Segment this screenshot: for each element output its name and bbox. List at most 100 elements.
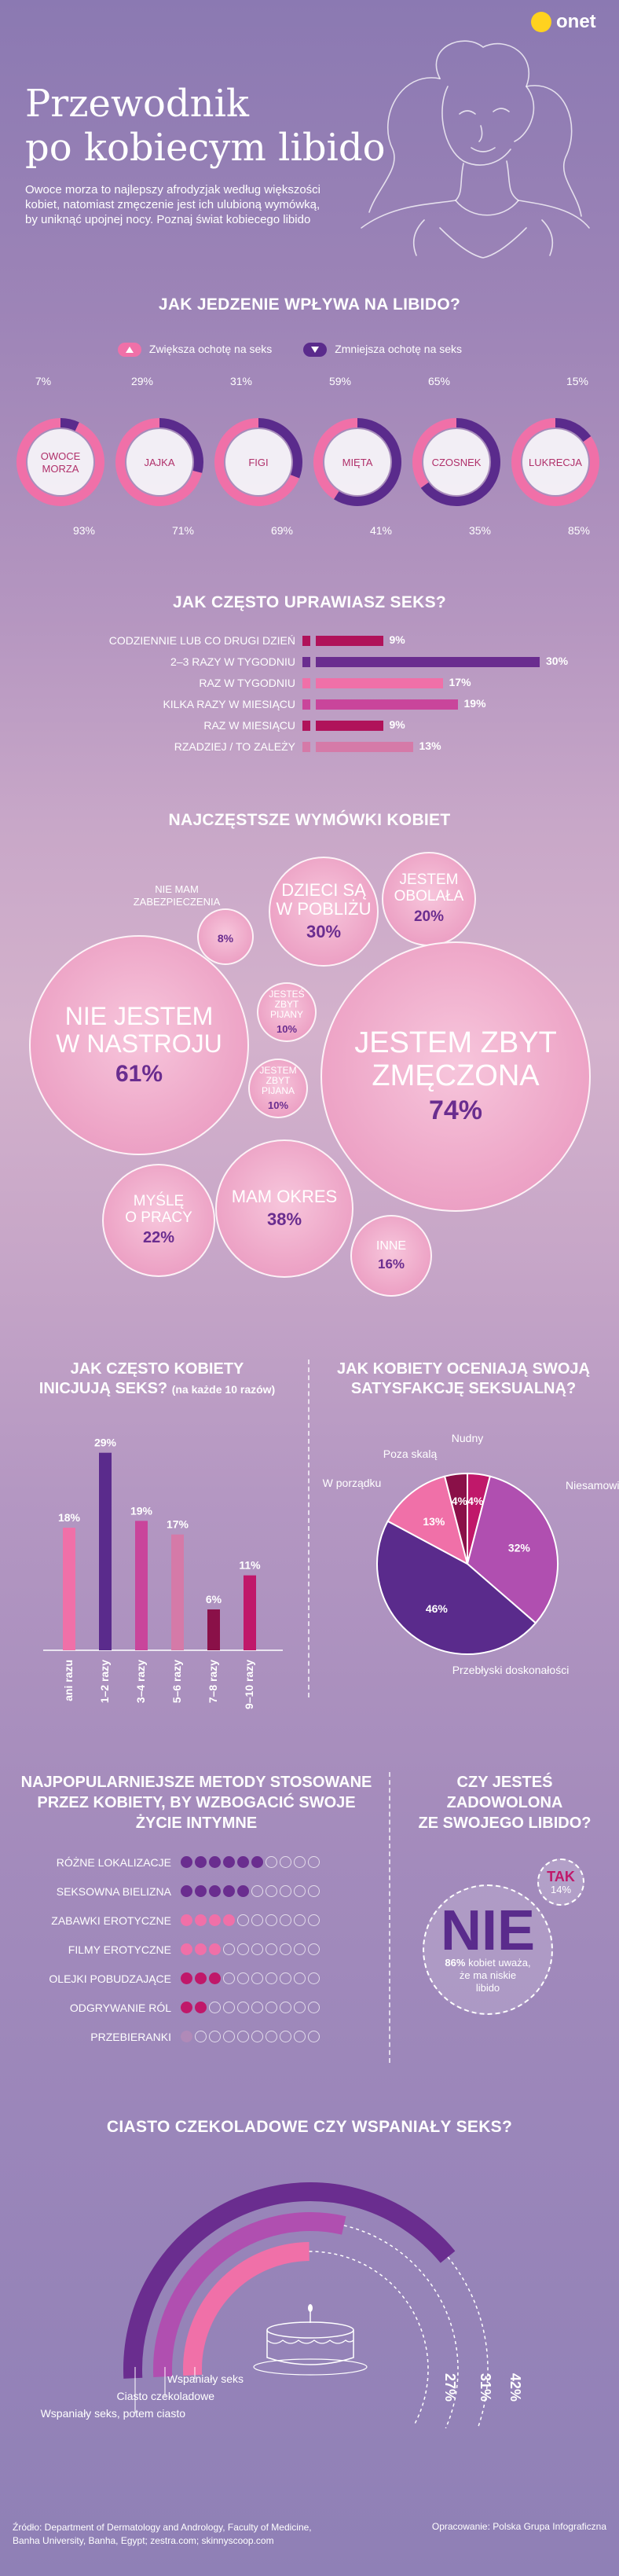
food-ring-increase-arc — [313, 418, 358, 500]
frequency-row: RAZ W TYGODNIU 17% — [0, 675, 619, 692]
food-ring-decrease-arc — [159, 418, 203, 473]
method-row: ZABAWKI EROTYCZNE — [0, 1913, 385, 1928]
excuse-label-line: ZBYT — [274, 998, 299, 1010]
initiate-bar — [244, 1575, 256, 1650]
excuses-bubbles: 8% NIE MAM ZABEZPIECZENIA DZIECI SĄ W POBLIŻ… — [0, 849, 619, 1320]
method-row: SEKSOWNA BIELIZNA — [0, 1884, 385, 1899]
frequency-bar — [316, 636, 383, 646]
method-dot-filled — [209, 1856, 221, 1868]
method-dot-empty — [280, 1914, 291, 1926]
excuse-bubble: MAM OKRES 38% — [215, 1139, 353, 1278]
method-dot-empty — [308, 2031, 320, 2042]
method-dot-empty — [266, 1885, 277, 1897]
food-decrease-value: 65% — [428, 377, 450, 387]
cake-arc — [153, 2212, 346, 2377]
logo[interactable]: onet — [531, 11, 596, 33]
happy-yes-circle: TAK 14% — [537, 1859, 584, 1906]
method-dot-empty — [308, 1856, 320, 1868]
food-ring-decrease-arc — [334, 418, 401, 506]
method-dot-filled — [181, 1856, 192, 1868]
frequency-category-label: RAZ W TYGODNIU — [199, 677, 295, 689]
frequency-bar — [316, 742, 413, 752]
method-dot-empty — [266, 1914, 277, 1926]
method-dot-filled — [237, 1856, 249, 1868]
happy-yes-value: 14% — [550, 1883, 572, 1895]
method-dot-filled — [251, 1856, 263, 1868]
hero-intro-line1: Owoce morza to najlepszy afrodyzjak wedł… — [25, 183, 320, 196]
excuse-value: 20% — [413, 908, 445, 925]
methods-dot-table: RÓŻNE LOKALIZACJE SEKSOWNA BIELIZNA ZABAWK… — [0, 1855, 385, 2075]
food-decrease-value: 29% — [131, 377, 153, 387]
happy-no-text: 86% kobiet uważa, — [445, 1957, 530, 1969]
initiate-title-line1: JAK CZĘSTO KOBIETY — [70, 1360, 244, 1378]
method-dot-filled — [209, 1972, 221, 1984]
method-dot-empty — [266, 2002, 277, 2013]
excuse-label-line: NIE JESTEM — [64, 1001, 214, 1030]
satisfaction-slice-name: Przebłyski doskonałości — [452, 1664, 570, 1676]
method-dot-filled — [237, 1885, 249, 1897]
legend-decrease: Zmniejsza ochotę na seks — [303, 343, 462, 358]
method-dot-empty — [266, 1943, 277, 1955]
satisfaction-value: 32% — [508, 1542, 531, 1554]
cake-title: CIASTO CZEKOLADOWE CZY WSPANIAŁY SEKS? — [106, 2118, 513, 2136]
method-dot-empty — [251, 1914, 263, 1926]
food-ring-increase-arc — [412, 418, 457, 488]
method-label: PRZEBIERANKI — [90, 2031, 171, 2043]
food-ring-increase-arc — [214, 418, 300, 506]
method-dot-empty — [223, 1972, 235, 1984]
excuse-bubble: JESTEM OBOLAŁA 20% — [382, 852, 476, 946]
excuse-label-line: W NASTROJU — [56, 1029, 222, 1058]
excuse-label: NIE MAM ZABEZPIECZENIA — [126, 883, 228, 908]
method-dot-empty — [294, 1914, 306, 1926]
excuse-label-line: INNE — [375, 1239, 407, 1253]
method-label: ODGRYWANIE RÓL — [69, 2002, 171, 2014]
method-row: RÓŻNE LOKALIZACJE — [0, 1855, 385, 1870]
method-dot-empty — [294, 2002, 306, 2013]
logo-text: onet — [556, 11, 596, 32]
happy-title-line1: CZY JESTEŚ — [456, 1774, 553, 1791]
food-ring-4: CZOSNEK 65% 35% — [412, 377, 500, 537]
method-dots — [181, 2031, 322, 2046]
method-dot-empty — [308, 1972, 320, 1984]
method-dot-empty — [294, 1972, 306, 1984]
initiate-bar — [171, 1534, 184, 1650]
section-divider-2 — [389, 1772, 390, 2063]
food-item-label-line2: MORZA — [42, 463, 79, 475]
method-dot-empty — [251, 1972, 263, 1984]
hero-intro-line3: by uniknąć upojnej nocy. Poznaj świat ko… — [25, 213, 311, 226]
satisfaction-slice-name: W porządku — [323, 1477, 382, 1489]
excuse-label-line: O PRACY — [125, 1209, 192, 1226]
satisfaction-title-line2: SATYSFAKCJĘ SEKSUALNĄ? — [350, 1380, 577, 1397]
cake-arc-remainder — [447, 2256, 489, 2428]
method-dot-empty — [251, 1885, 263, 1897]
legend-increase: Zwiększa ochotę na seks — [118, 343, 272, 358]
method-dot-empty — [237, 2031, 249, 2042]
food-item-label: CZOSNEK — [432, 457, 482, 468]
method-label: RÓŻNE LOKALIZACJE — [56, 1856, 171, 1869]
method-dot-empty — [209, 2002, 221, 2013]
happy-title-line3: ZE SWOJEGO LIBIDO? — [418, 1815, 592, 1832]
method-dot-filled — [223, 1914, 235, 1926]
hero-intro-line2: kobiet, natomiast zmęczenie jest ich ulu… — [25, 198, 320, 211]
method-dot-filled — [195, 1972, 207, 1984]
cake-value: 27% — [442, 2373, 458, 2402]
excuse-bubble: JESTEŚ ZBYT PIJANY 10% — [257, 982, 317, 1042]
satisfaction-title: JAK KOBIETY OCENIAJĄ SWOJĄ SATYSFAKCJĘ S… — [314, 1360, 613, 1399]
method-dot-empty — [251, 1943, 263, 1955]
satisfaction-slice — [376, 1520, 537, 1655]
method-dot-filled — [223, 1856, 235, 1868]
frequency-row: 2–3 RAZY W TYGODNIU 30% — [0, 654, 619, 671]
method-dot-empty — [280, 2002, 291, 2013]
method-dot-empty — [223, 2002, 235, 2013]
method-dot-filled — [181, 1885, 192, 1897]
legend-decrease-swatch — [303, 343, 328, 358]
method-dot-empty — [280, 1943, 291, 1955]
happy-no-text1: kobiet uważa, — [468, 1957, 531, 1969]
hero-title-line1: Przewodnik — [25, 82, 249, 126]
food-ring-decrease-arc — [258, 418, 302, 479]
food-decrease-value: 59% — [329, 377, 351, 387]
excuse-value: 10% — [276, 1023, 298, 1036]
frequency-marker — [302, 657, 310, 667]
method-dot-empty — [294, 1943, 306, 1955]
